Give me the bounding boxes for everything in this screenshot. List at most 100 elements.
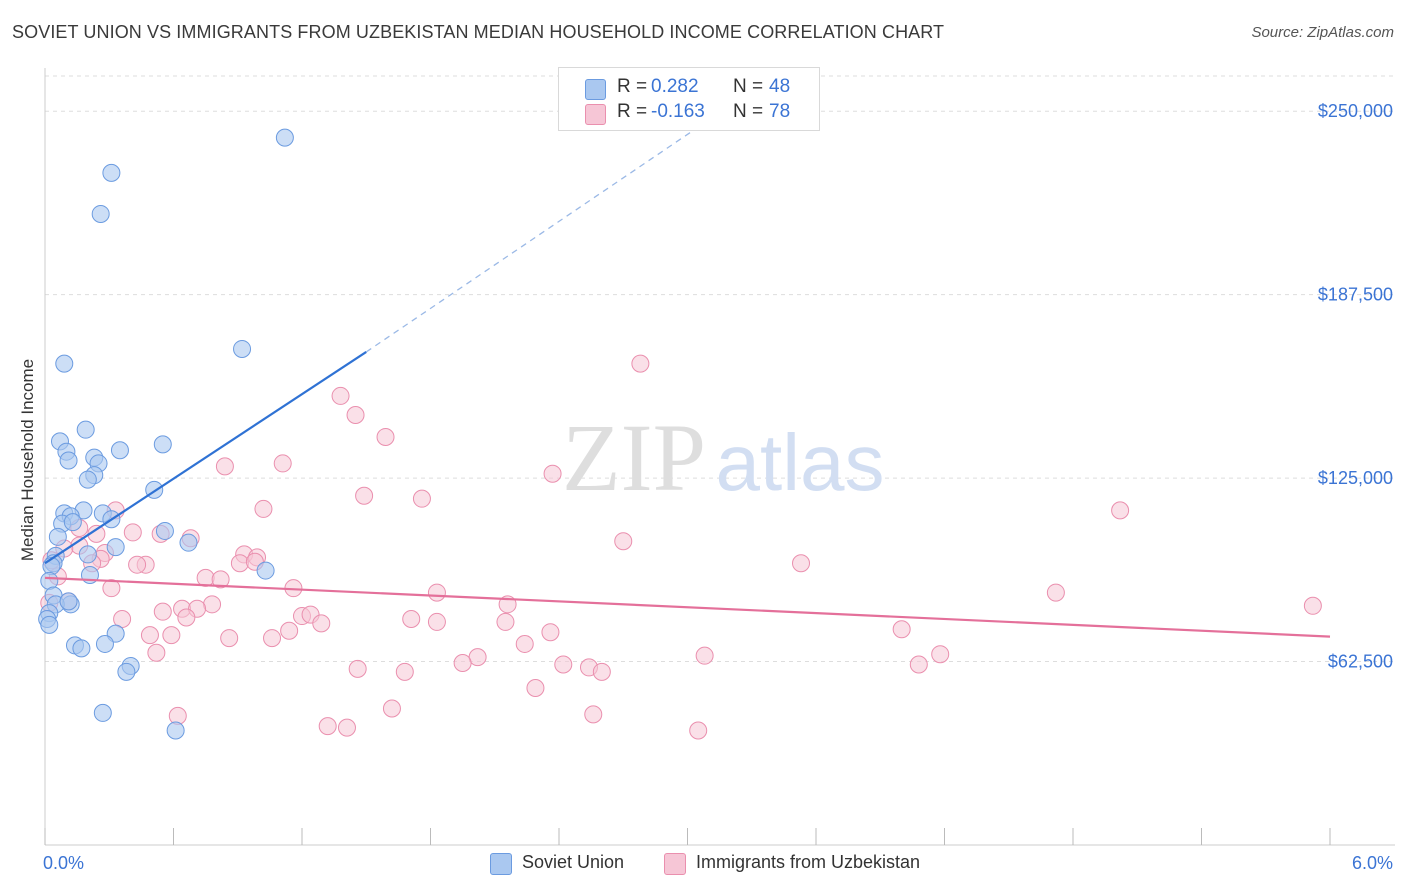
data-point-uzbekistan: [909, 655, 928, 674]
data-point-uzbekistan: [592, 662, 611, 681]
data-point-uzbekistan: [203, 595, 222, 614]
data-point-soviet: [55, 354, 74, 373]
data-point-soviet: [166, 721, 185, 740]
legend-r-value-soviet: 0.282: [651, 76, 699, 97]
data-point-uzbekistan: [515, 634, 534, 653]
data-point-uzbekistan: [177, 608, 196, 627]
data-point-uzbekistan: [695, 646, 714, 665]
data-point-soviet: [93, 703, 112, 722]
data-point-uzbekistan: [355, 486, 374, 505]
data-point-soviet: [78, 545, 97, 564]
data-point-soviet: [59, 451, 78, 470]
data-point-uzbekistan: [453, 654, 472, 673]
data-point-uzbekistan: [128, 555, 147, 574]
data-point-soviet: [63, 513, 82, 532]
x-tick-label: 6.0%: [1352, 853, 1393, 873]
legend-n-label: N =: [733, 101, 764, 122]
legend-n-value-uzbekistan: 78: [769, 101, 791, 122]
data-point-uzbekistan: [123, 523, 142, 542]
data-point-uzbekistan: [1111, 501, 1130, 520]
data-point-uzbekistan: [263, 629, 282, 648]
data-point-soviet: [59, 592, 78, 611]
data-point-uzbekistan: [211, 570, 230, 589]
watermark-zip: ZIP: [562, 404, 706, 511]
data-point-uzbekistan: [153, 602, 172, 621]
axes: [44, 68, 1395, 846]
y-tick-label: $62,500: [1328, 652, 1393, 672]
legend-swatch-uzbekistan: [664, 853, 686, 875]
data-point-uzbekistan: [254, 499, 273, 518]
grid-lines: [45, 75, 1395, 663]
legend-n-label: N =: [733, 76, 764, 97]
data-point-soviet: [95, 634, 114, 653]
data-point-soviet: [155, 521, 174, 540]
data-point-soviet: [40, 615, 59, 634]
data-point-soviet: [179, 533, 198, 552]
data-point-soviet: [117, 662, 136, 681]
data-point-uzbekistan: [526, 678, 545, 697]
data-point-uzbekistan: [162, 626, 181, 645]
data-point-uzbekistan: [554, 655, 573, 674]
data-point-uzbekistan: [402, 609, 421, 628]
data-point-uzbekistan: [584, 705, 603, 724]
data-point-uzbekistan: [312, 614, 331, 633]
data-point-soviet: [72, 639, 91, 658]
data-point-soviet: [76, 420, 95, 439]
data-point-uzbekistan: [318, 717, 337, 736]
legend-r-label: R =: [617, 101, 648, 122]
trend-lines: [44, 104, 1331, 638]
trend-line-soviet: [44, 350, 367, 565]
y-tick-label: $125,000: [1318, 468, 1393, 488]
legend-label-uzbekistan: Immigrants from Uzbekistan: [696, 852, 921, 872]
data-point-soviet: [153, 435, 172, 454]
correlation-legend: R = 0.282 N = 48 R = -0.163 N = 78: [558, 67, 820, 131]
chart-title: SOVIET UNION VS IMMIGRANTS FROM UZBEKIST…: [12, 22, 945, 42]
watermark-atlas: atlas: [716, 418, 885, 507]
y-tick-label: $187,500: [1318, 285, 1393, 305]
data-point-uzbekistan: [382, 699, 401, 718]
legend-swatch-soviet: [585, 79, 606, 100]
data-point-uzbekistan: [689, 721, 708, 740]
data-point-soviet: [102, 163, 121, 182]
x-tick-label: 0.0%: [43, 853, 84, 873]
data-point-uzbekistan: [376, 428, 395, 447]
data-point-uzbekistan: [346, 406, 365, 425]
data-point-uzbekistan: [631, 354, 650, 373]
data-point-soviet: [233, 339, 252, 358]
y-tick-labels: $62,500 $125,000 $187,500 $250,000: [1318, 101, 1393, 671]
data-point-uzbekistan: [215, 457, 234, 476]
data-point-uzbekistan: [468, 648, 487, 667]
data-point-uzbekistan: [331, 386, 350, 405]
legend-swatch-soviet: [490, 853, 512, 875]
data-point-uzbekistan: [541, 623, 560, 642]
data-point-uzbekistan: [614, 532, 633, 551]
data-point-uzbekistan: [892, 620, 911, 639]
data-point-uzbekistan: [395, 662, 414, 681]
data-point-uzbekistan: [543, 464, 562, 483]
data-point-soviet: [275, 128, 294, 147]
data-point-uzbekistan: [140, 626, 159, 645]
data-point-soviet: [106, 538, 125, 557]
data-point-uzbekistan: [931, 645, 950, 664]
data-point-uzbekistan: [427, 583, 446, 602]
data-point-uzbekistan: [412, 489, 431, 508]
legend-n-value-soviet: 48: [769, 76, 791, 97]
legend-swatch-uzbekistan: [585, 104, 606, 125]
data-point-uzbekistan: [280, 621, 299, 640]
data-point-soviet: [78, 470, 97, 489]
data-point-uzbekistan: [496, 612, 515, 631]
data-point-uzbekistan: [102, 579, 121, 598]
data-point-uzbekistan: [220, 629, 239, 648]
legend-label-soviet: Soviet Union: [522, 852, 625, 872]
data-point-uzbekistan: [792, 554, 811, 573]
y-tick-label: $250,000: [1318, 101, 1393, 121]
data-point-soviet: [91, 204, 110, 223]
data-point-uzbekistan: [1046, 583, 1065, 602]
data-point-uzbekistan: [427, 612, 446, 631]
data-point-uzbekistan: [147, 643, 166, 662]
data-point-uzbekistan: [230, 554, 249, 573]
data-point-uzbekistan: [348, 659, 367, 678]
data-point-soviet: [110, 441, 129, 460]
data-point-uzbekistan: [196, 568, 215, 587]
